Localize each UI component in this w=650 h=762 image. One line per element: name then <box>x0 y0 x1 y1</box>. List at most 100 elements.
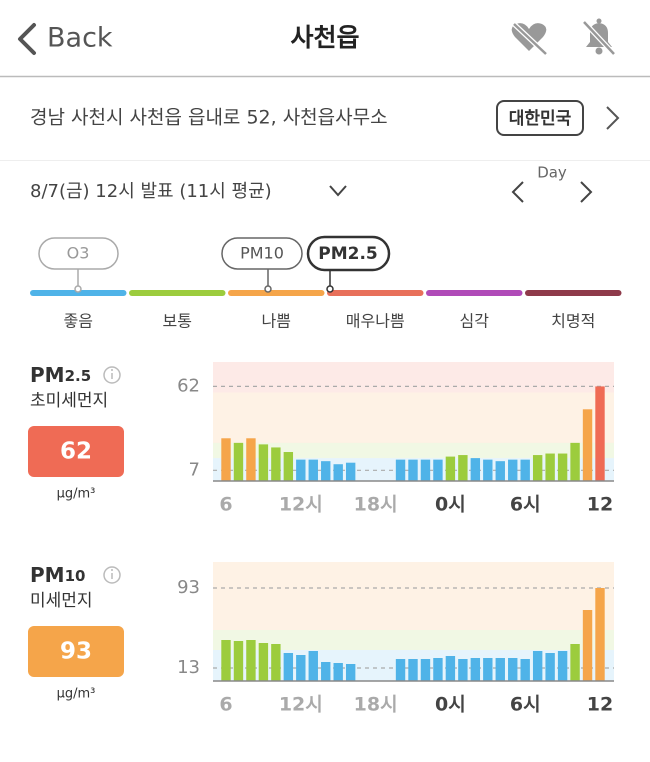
bar <box>433 658 443 681</box>
bar <box>470 658 481 681</box>
y-tick-label: 62 <box>177 375 200 396</box>
bar <box>495 658 505 681</box>
bar <box>557 453 568 481</box>
pollutant-subscript: 10 <box>65 567 86 585</box>
current-value: 62 <box>60 439 92 465</box>
info-icon[interactable] <box>103 366 121 384</box>
bar <box>570 644 580 681</box>
bar <box>308 459 318 481</box>
level-segment <box>30 290 127 296</box>
bar <box>345 664 356 681</box>
x-tick-label: 18시 <box>354 494 398 516</box>
time-dropdown[interactable] <box>329 185 347 197</box>
bar <box>333 663 343 681</box>
country[interactable]: 대한민국 <box>509 109 572 129</box>
tag-label[interactable]: O3 <box>67 244 90 263</box>
pollutant-name: PM10 <box>30 563 85 587</box>
bar <box>532 651 543 681</box>
bar <box>433 459 443 481</box>
bar <box>483 658 493 681</box>
bar <box>483 459 493 481</box>
x-tick-label: 12 <box>587 494 613 516</box>
level-label: 보통 <box>163 312 192 331</box>
pollutant-name: PM <box>30 363 65 387</box>
bar <box>520 659 530 681</box>
bar <box>470 458 481 481</box>
x-tick-label: 18시 <box>354 694 398 716</box>
bar <box>557 651 568 681</box>
bar <box>508 459 518 481</box>
bar <box>258 643 269 681</box>
bar <box>445 656 456 681</box>
level-band <box>213 562 614 630</box>
level-segment <box>228 290 325 296</box>
x-tick-label: 0시 <box>435 494 466 516</box>
level-segment <box>525 290 622 296</box>
bar <box>495 461 505 481</box>
value-box <box>28 426 124 477</box>
unit: μg/m³ <box>57 487 96 502</box>
bar <box>258 444 269 481</box>
bar <box>345 462 356 481</box>
level-label: 심각 <box>460 312 490 331</box>
location-chevron[interactable] <box>606 106 620 130</box>
bar <box>582 409 593 481</box>
level-label: 좋음 <box>64 312 93 331</box>
pollutant-desc: 미세먼지 <box>30 591 93 611</box>
bar <box>445 456 456 481</box>
bar <box>395 659 406 681</box>
tag-o3[interactable]: O3 <box>38 237 119 293</box>
bar <box>233 442 244 481</box>
info-icon <box>111 569 113 571</box>
tag-label[interactable]: PM10 <box>240 244 284 263</box>
bar <box>508 658 518 681</box>
prev-button[interactable] <box>511 181 524 203</box>
x-tick-label: 0시 <box>435 694 466 716</box>
bar <box>545 653 555 681</box>
bar <box>233 641 244 681</box>
bar <box>520 459 530 481</box>
x-tick-label: 6 <box>219 494 232 516</box>
bar <box>420 659 431 681</box>
bar <box>408 659 418 681</box>
bar <box>221 640 231 681</box>
bar <box>595 588 605 681</box>
period-label: Day <box>537 164 567 182</box>
bar <box>333 464 343 481</box>
tag-label[interactable]: PM2.5 <box>318 244 378 264</box>
level-segment <box>426 290 523 296</box>
info-icon[interactable] <box>103 566 121 584</box>
bar <box>246 438 256 481</box>
bar <box>296 655 306 681</box>
value-box <box>28 626 124 677</box>
pollutant-name: PM2.5 <box>30 363 91 387</box>
bar <box>271 644 281 681</box>
bar <box>395 459 406 481</box>
country-badge[interactable] <box>496 100 584 136</box>
bar <box>246 640 256 681</box>
bar <box>420 459 431 481</box>
info-icon <box>111 369 113 371</box>
level-label: 나쁨 <box>262 312 291 331</box>
x-tick-label: 6시 <box>510 494 541 516</box>
back-button[interactable]: Back <box>47 23 113 54</box>
alarm-off-icon[interactable] <box>582 18 616 56</box>
tag-pm25[interactable]: PM2.5 <box>306 235 391 293</box>
tag-pm10[interactable]: PM10 <box>221 237 303 293</box>
bar <box>221 438 231 481</box>
level-band <box>213 630 614 650</box>
x-tick-label: 6시 <box>510 694 541 716</box>
back-chevron[interactable] <box>18 23 36 55</box>
x-tick-label: 12시 <box>279 694 323 716</box>
bar <box>308 651 318 681</box>
bar <box>595 386 605 481</box>
level-segment <box>129 290 226 296</box>
bar <box>296 459 306 481</box>
bar <box>458 455 468 481</box>
bar <box>283 653 294 681</box>
bar <box>582 610 593 681</box>
y-tick-label: 13 <box>177 657 200 678</box>
x-tick-label: 12시 <box>279 494 323 516</box>
next-button[interactable] <box>580 181 593 203</box>
favorite-off-icon[interactable] <box>511 22 548 56</box>
